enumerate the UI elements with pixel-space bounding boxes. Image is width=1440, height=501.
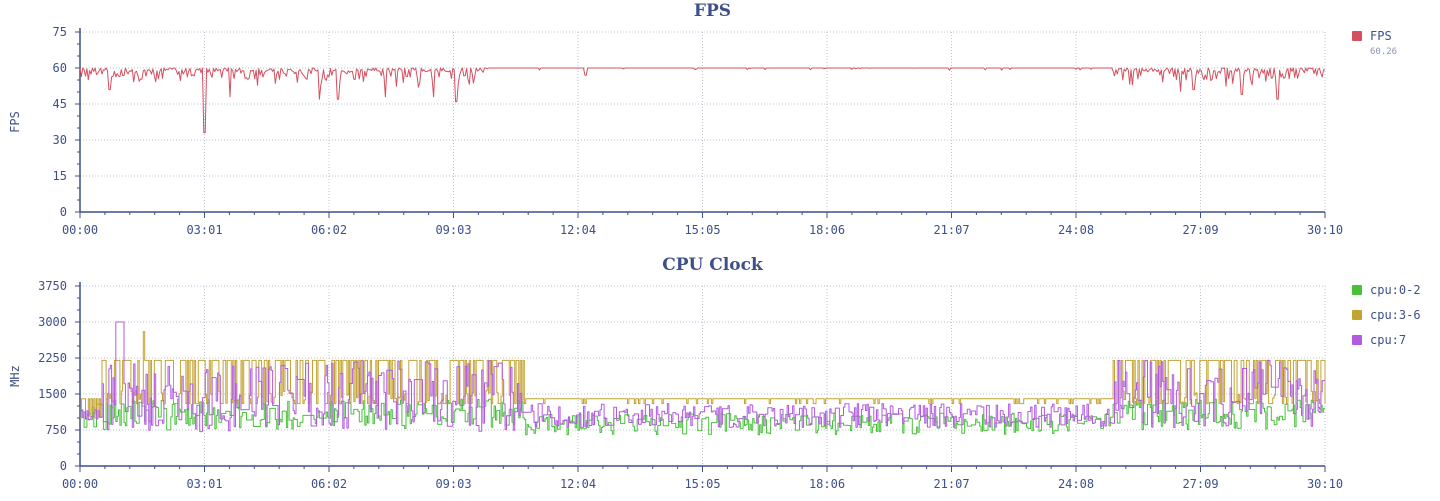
legend-label: cpu:0-2 — [1370, 283, 1421, 297]
grid — [80, 285, 1326, 466]
x-tick-label: 24:08 — [1058, 223, 1094, 237]
y-axis-label: FPS — [8, 111, 22, 133]
grid — [80, 31, 1326, 212]
chart-title: FPS — [694, 1, 731, 21]
legend-value: 60.26 — [1370, 47, 1397, 57]
y-tick-label: 30 — [53, 133, 67, 147]
x-tick-label: 24:08 — [1058, 477, 1094, 491]
cpu-clock-chart: CPU Clock MHz 0 750 1500 2250 3000 3750 00:00 03:… — [8, 255, 1421, 491]
x-tick-label: 18:06 — [809, 223, 845, 237]
y-tick-label: 1500 — [38, 387, 67, 401]
series-line-fps — [79, 67, 1326, 134]
y-tick-label: 750 — [45, 423, 67, 437]
chart-title: CPU Clock — [662, 255, 764, 275]
y-tick-label: 45 — [53, 97, 67, 111]
y-tick-label: 3750 — [38, 279, 67, 293]
y-tick-label: 0 — [60, 205, 67, 219]
x-tick-label: 06:02 — [311, 477, 347, 491]
x-tick-label: 18:06 — [809, 477, 845, 491]
x-tick-label: 00:00 — [62, 477, 98, 491]
y-tick-label: 15 — [53, 169, 67, 183]
x-tick-label: 15:05 — [684, 477, 720, 491]
series-line-cpu-0-2 — [80, 398, 1325, 436]
x-tick-label: 03:01 — [186, 223, 222, 237]
x-tick-label: 15:05 — [684, 223, 720, 237]
x-tick-label: 21:07 — [933, 223, 969, 237]
legend-label: cpu:3-6 — [1370, 308, 1421, 322]
x-tick-label: 12:04 — [560, 477, 596, 491]
x-tick-label: 09:03 — [435, 477, 471, 491]
y-tick-label: 3000 — [38, 315, 67, 329]
legend-swatch — [1352, 31, 1362, 41]
x-tick-label: 12:04 — [560, 223, 596, 237]
y-tick-label: 0 — [60, 459, 67, 473]
fps-chart: FPS FPS 0 15 30 45 60 75 00:00 03:01 06:02 09:03 12:… — [8, 1, 1397, 237]
x-tick-label: 30:10 — [1307, 477, 1343, 491]
legend-swatch — [1352, 310, 1362, 320]
x-tick-label: 30:10 — [1307, 223, 1343, 237]
series-line-cpu-7 — [80, 321, 1325, 433]
x-tick-label: 21:07 — [933, 477, 969, 491]
x-tick-label: 27:09 — [1182, 223, 1218, 237]
legend-label: FPS — [1370, 29, 1392, 43]
y-tick-label: 60 — [53, 61, 67, 75]
y-tick-label: 75 — [53, 25, 67, 39]
legend-label: cpu:7 — [1370, 333, 1406, 347]
y-axis-label: MHz — [8, 365, 22, 387]
x-tick-label: 03:01 — [186, 477, 222, 491]
x-tick-label: 00:00 — [62, 223, 98, 237]
x-tick-label: 27:09 — [1182, 477, 1218, 491]
x-tick-label: 09:03 — [435, 223, 471, 237]
legend-swatch — [1352, 335, 1362, 345]
y-tick-label: 2250 — [38, 351, 67, 365]
legend-swatch — [1352, 285, 1362, 295]
series-line-cpu-3-6 — [80, 331, 1326, 419]
x-tick-label: 06:02 — [311, 223, 347, 237]
